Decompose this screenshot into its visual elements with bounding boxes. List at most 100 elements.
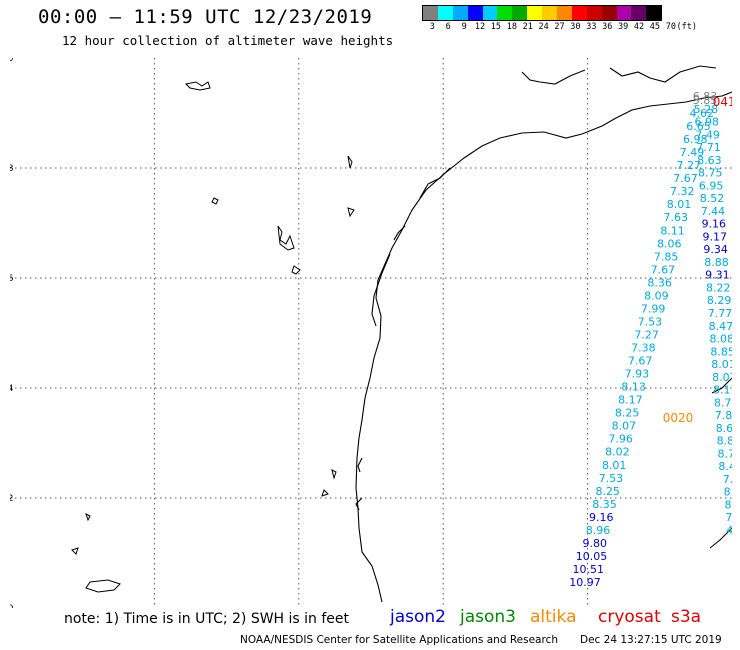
swh-value: 8.63 <box>697 154 722 167</box>
scale-label: 36 <box>602 22 613 32</box>
islands <box>71 81 355 593</box>
swh-value: 8.29 <box>707 294 732 307</box>
swh-value: 9.16 <box>589 511 614 524</box>
scale-label: 15 <box>490 22 502 32</box>
scale-label: 12 <box>474 22 486 32</box>
scale-swatch <box>571 6 587 20</box>
altimeter-track-b: 4.97.38.38.17.78.438.708.848.697.808.738… <box>693 90 732 537</box>
scale-label: 45 <box>649 22 661 32</box>
wave-height-map: 302826242220-105-102-99-96-93-90 10.9710… <box>10 58 732 608</box>
swh-value: 7.96 <box>608 433 633 446</box>
swh-value: 10.05 <box>576 550 608 563</box>
scale-label: 27 <box>554 22 565 32</box>
swh-value: 10.97 <box>569 576 601 589</box>
swh-value: 7.53 <box>638 315 663 328</box>
chart-title: 00:00 – 11:59 UTC 12/23/2019 <box>38 6 373 28</box>
legend-item-s3a: s3a <box>671 607 702 627</box>
scale-swatch <box>586 6 602 20</box>
lat-tick-label: 22 <box>10 494 13 504</box>
swh-value: 5.85 <box>693 94 718 107</box>
swh-value: 8.08 <box>710 333 732 346</box>
axis-labels: 302826242220-105-102-99-96-93-90 <box>10 58 14 608</box>
swh-value: 7.93 <box>625 368 650 381</box>
swh-value: 4.62 <box>690 107 715 120</box>
swh-value: 8.06 <box>657 237 682 250</box>
legend-item-altika: altika <box>530 607 577 627</box>
scale-label: 70 <box>665 22 676 32</box>
lat-tick-label: 20 <box>10 604 14 608</box>
swh-value: 8.07 <box>712 371 732 384</box>
coastline <box>355 65 732 603</box>
pass-time-label: 0418 <box>713 95 732 109</box>
scale-swatch <box>601 6 617 20</box>
legend-item-jason3: jason3 <box>460 607 516 627</box>
scale-swatch <box>616 6 632 20</box>
swh-value: 7.63 <box>664 211 689 224</box>
swh-value: 8.01 <box>602 459 627 472</box>
swh-value: 7.99 <box>641 302 666 315</box>
swh-value: 8.22 <box>706 281 731 294</box>
legend-item-jason2: jason2 <box>390 607 446 627</box>
swh-value: 8.25 <box>595 485 620 498</box>
scale-swatch <box>527 6 543 20</box>
swh-value: 8.11 <box>660 224 685 237</box>
swh-value: 8.47 <box>709 320 732 333</box>
scale-label: 6 <box>445 22 451 32</box>
swh-value: 7.38 <box>631 342 656 355</box>
swh-value: 4.9 <box>726 524 732 537</box>
swh-value: 7.67 <box>673 172 698 185</box>
swh-value: 6.95 <box>699 179 724 192</box>
swh-value: 8.07 <box>612 420 637 433</box>
swh-value: 8.17 <box>713 384 732 397</box>
swh-value: 8.01 <box>667 198 692 211</box>
swh-value: 7.49 <box>695 128 720 141</box>
swh-value: 8.25 <box>615 407 640 420</box>
swh-value: 8.17 <box>618 394 643 407</box>
scale-swatch <box>512 6 528 20</box>
swh-value: 8.75 <box>698 167 723 180</box>
scale-swatch <box>482 6 498 20</box>
pass-time-label: 0020 <box>663 411 694 425</box>
swh-value: 7.44 <box>701 205 726 218</box>
swh-value: 6.83 <box>693 90 718 103</box>
scale-label: 3 <box>429 22 435 32</box>
swh-value: 6.65 <box>686 120 711 133</box>
swh-value: 7.53 <box>599 472 624 485</box>
swh-value: 7.32 <box>670 185 695 198</box>
swh-value: 7.85 <box>654 250 679 263</box>
scale-label: 24 <box>538 22 549 32</box>
swh-value: 8.73 <box>714 396 732 409</box>
lat-tick-label: 28 <box>10 164 14 174</box>
color-scale-labels: 3 6 9 12 15 18 21 24 27 30 33 36 39 42 45 70 (ft) <box>422 21 697 33</box>
scale-swatch <box>497 6 513 20</box>
scale-swatch <box>423 6 438 20</box>
swh-value: 8.84 <box>717 435 732 448</box>
map-frame <box>10 58 732 608</box>
swh-value: 8.3 <box>724 498 732 511</box>
swh-value: 7.71 <box>696 141 721 154</box>
generated-timestamp: Dec 24 13:27:15 UTC 2019 <box>580 634 722 646</box>
footer-note: note: 1) Time is in UTC; 2) SWH is in fe… <box>64 611 350 627</box>
swh-value: 8.52 <box>700 192 725 205</box>
scale-swatch <box>437 6 453 20</box>
swh-value: 6.98 <box>683 133 708 146</box>
swh-value: 8.01 <box>711 358 732 371</box>
swh-value: 9.34 <box>703 243 728 256</box>
scale-label: 42 <box>633 22 645 32</box>
scale-swatch <box>646 6 662 20</box>
swh-value: 8.43 <box>718 460 732 473</box>
swh-value: 9.16 <box>702 218 727 231</box>
swh-value: 8.70 <box>717 447 732 460</box>
swh-value: 8.96 <box>586 524 611 537</box>
credit-line: NOAA/NESDIS Center for Satellite Applica… <box>240 634 558 646</box>
swh-value: 8.02 <box>605 446 630 459</box>
swh-value: 8.69 <box>716 422 732 435</box>
swh-value: 7.27 <box>677 159 702 172</box>
altimeter-track-a: 10.9710.5110.059.808.969.168.358.257.538… <box>569 94 717 589</box>
swh-value: 7.3 <box>725 511 732 524</box>
scale-label: 18 <box>506 22 517 32</box>
scale-swatch <box>557 6 572 20</box>
pass-time-labels: 002000190418 <box>663 95 732 425</box>
swh-value: 8.85 <box>710 345 732 358</box>
swh-value: 9.80 <box>582 537 607 550</box>
